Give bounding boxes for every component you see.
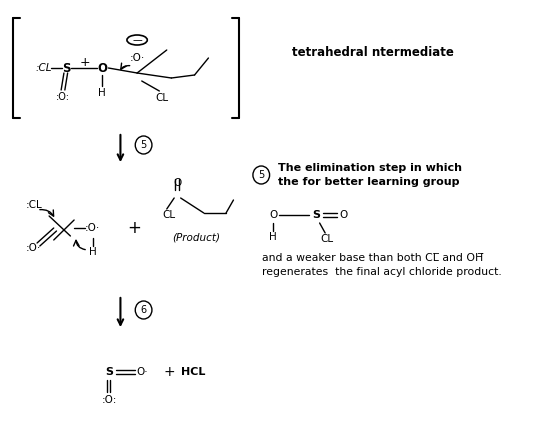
Text: O: O — [97, 61, 107, 74]
Text: :CL: :CL — [35, 63, 52, 73]
Text: :CL: :CL — [26, 200, 43, 210]
Text: H: H — [89, 247, 96, 257]
Text: —: — — [132, 35, 142, 45]
Text: H: H — [269, 232, 277, 242]
Text: 5: 5 — [141, 140, 147, 150]
Text: S: S — [312, 210, 320, 220]
Text: 6: 6 — [141, 305, 147, 315]
Text: +: + — [127, 219, 141, 237]
Text: (Product): (Product) — [173, 232, 220, 242]
Text: :O·: :O· — [85, 223, 100, 233]
Text: O: O — [340, 210, 348, 220]
Text: S: S — [105, 367, 113, 377]
Text: and a weaker base than both CL̅ and OH̅: and a weaker base than both CL̅ and OH̅ — [262, 253, 484, 263]
Text: +: + — [80, 56, 90, 69]
Text: H: H — [98, 88, 106, 98]
Text: :O·: :O· — [26, 243, 41, 253]
Text: O: O — [174, 178, 182, 188]
Text: +: + — [164, 365, 175, 379]
Text: :O·: :O· — [129, 53, 145, 63]
Text: O·: O· — [136, 367, 148, 377]
Text: :O:: :O: — [102, 395, 117, 405]
Text: CL: CL — [156, 93, 169, 103]
Text: CL: CL — [162, 210, 175, 220]
Text: tetrahedral ntermediate: tetrahedral ntermediate — [292, 46, 454, 59]
Text: :O:: :O: — [56, 92, 70, 102]
Text: CL: CL — [320, 234, 334, 244]
Text: regenerates  the final acyl chloride product.: regenerates the final acyl chloride prod… — [262, 267, 502, 277]
Text: the for better learning group: the for better learning group — [278, 177, 459, 187]
Text: 5: 5 — [258, 170, 265, 180]
Text: O: O — [269, 210, 278, 220]
Text: HCL: HCL — [181, 367, 205, 377]
Text: S: S — [62, 61, 71, 74]
Text: The elimination step in which: The elimination step in which — [278, 163, 462, 173]
